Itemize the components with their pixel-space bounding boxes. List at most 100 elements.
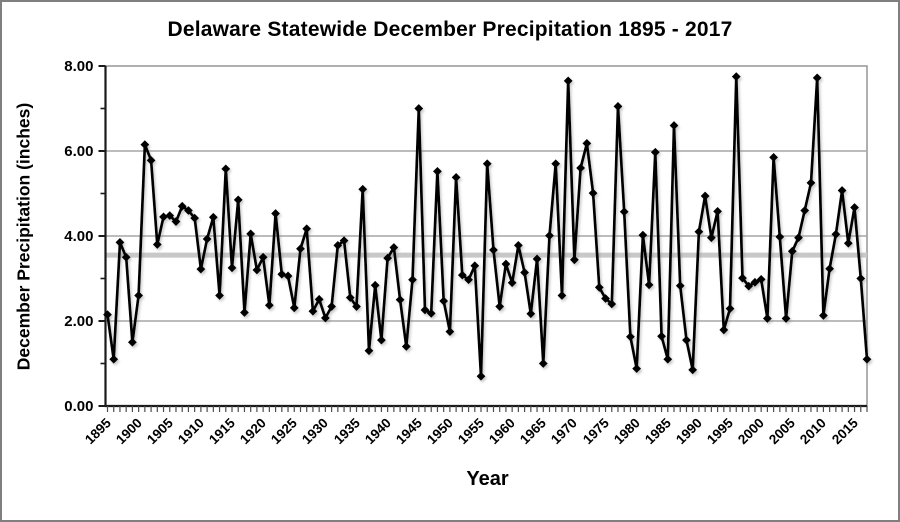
data-point-marker — [252, 265, 262, 275]
data-point-marker — [159, 212, 168, 222]
y-tick-label: 6.00 — [64, 142, 94, 160]
data-point-marker — [570, 255, 579, 265]
data-point-marker — [675, 281, 685, 291]
data-point-marker — [563, 76, 573, 86]
data-point-marker — [171, 217, 181, 226]
precipitation-series — [103, 72, 872, 381]
data-point-marker — [109, 354, 119, 364]
series-line — [106, 75, 869, 378]
data-point-marker — [277, 269, 287, 279]
data-point-marker — [246, 229, 256, 239]
data-point-marker — [632, 364, 642, 373]
data-point-marker — [401, 342, 411, 351]
data-point-marker — [787, 246, 797, 256]
data-point-marker — [495, 302, 505, 311]
data-point-marker — [283, 271, 293, 281]
data-point-marker — [862, 354, 872, 364]
data-point-marker — [576, 163, 586, 173]
data-point-marker — [215, 291, 224, 300]
data-point-marker — [582, 138, 592, 148]
data-point-marker — [302, 224, 312, 234]
data-point-marker — [626, 332, 635, 342]
data-point-marker — [103, 310, 112, 320]
data-point-marker — [115, 237, 125, 247]
data-point-marker — [700, 191, 710, 201]
data-point-marker — [177, 201, 187, 211]
data-point-marker — [333, 240, 343, 250]
data-point-marker — [420, 305, 430, 315]
data-point-marker — [314, 294, 324, 304]
data-point-marker — [482, 159, 492, 169]
data-point-marker — [202, 234, 212, 244]
data-point-marker — [601, 294, 610, 303]
data-point-marker — [233, 195, 243, 205]
data-point-marker — [744, 281, 754, 291]
data-point-marker — [619, 207, 629, 217]
data-point-marker — [339, 236, 349, 246]
data-point-marker — [520, 268, 530, 277]
y-tick-label: 8.00 — [64, 57, 94, 75]
data-point-marker — [426, 308, 436, 318]
data-point-marker — [345, 293, 355, 303]
data-point-marker — [694, 227, 704, 237]
data-point-marker — [140, 140, 150, 150]
data-point-marker — [414, 104, 424, 113]
data-point-marker — [769, 152, 779, 162]
data-point-marker — [613, 101, 623, 111]
data-point-marker — [850, 203, 859, 212]
data-point-marker — [451, 172, 461, 182]
y-tick-label: 4.00 — [64, 227, 94, 245]
data-point-marker — [762, 314, 772, 323]
data-point-marker — [750, 277, 760, 287]
data-point-marker — [781, 314, 791, 323]
data-point-marker — [538, 359, 548, 368]
data-point-marker — [320, 313, 330, 323]
data-point-marker — [800, 206, 810, 215]
data-point-marker — [196, 264, 206, 274]
data-point-marker — [532, 254, 542, 264]
data-point-marker — [184, 206, 193, 215]
data-point-marker — [501, 259, 511, 269]
data-point-marker — [264, 300, 274, 310]
data-point-marker — [843, 238, 853, 248]
data-point-marker — [551, 159, 561, 169]
data-point-marker — [507, 278, 517, 288]
data-point-marker — [383, 253, 393, 263]
data-point-marker — [731, 72, 741, 82]
data-point-marker — [258, 252, 268, 262]
data-point-marker — [208, 212, 218, 222]
data-point-marker — [439, 296, 449, 306]
data-point-marker — [128, 337, 137, 347]
data-point-marker — [377, 335, 386, 345]
data-point-marker — [327, 302, 337, 311]
data-point-marker — [825, 264, 835, 274]
data-point-marker — [545, 231, 554, 240]
data-point-marker — [395, 295, 405, 305]
data-point-marker — [364, 346, 374, 356]
y-tick-label: 2.00 — [64, 312, 94, 330]
data-point-marker — [557, 291, 567, 300]
data-point-marker — [682, 335, 691, 345]
data-point-marker — [152, 240, 162, 249]
data-point-marker — [713, 206, 722, 216]
data-point-marker — [358, 184, 368, 194]
data-point-marker — [669, 121, 679, 130]
data-point-marker — [650, 147, 660, 157]
data-point-marker — [706, 233, 716, 243]
chart-title: Delaware Statewide December Precipitatio… — [167, 18, 733, 41]
data-point-marker — [657, 331, 666, 341]
data-point-marker — [389, 243, 399, 252]
data-point-marker — [489, 245, 498, 255]
data-point-marker — [594, 283, 604, 292]
data-point-marker — [134, 291, 144, 300]
data-point-marker — [856, 274, 866, 283]
data-point-marker — [308, 306, 318, 316]
data-point-marker — [725, 304, 735, 314]
data-point-marker — [240, 308, 249, 317]
data-point-marker — [719, 325, 729, 335]
data-point-marker — [464, 275, 473, 285]
data-point-marker — [607, 299, 617, 309]
data-point-marker — [638, 230, 648, 240]
y-tick-label: 0.00 — [64, 397, 94, 415]
